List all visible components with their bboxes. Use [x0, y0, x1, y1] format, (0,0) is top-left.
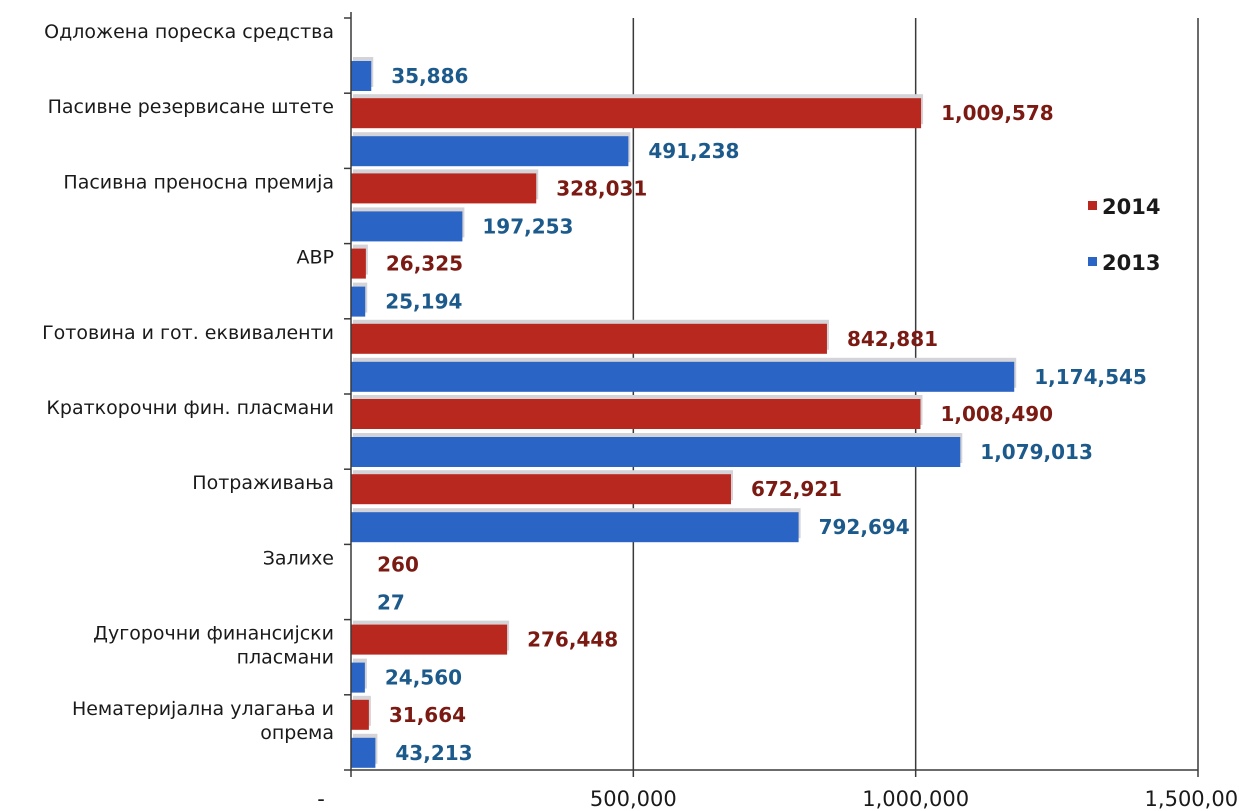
- data-label-2013: 1,079,013: [980, 440, 1093, 464]
- x-tick-label: -: [317, 787, 325, 811]
- x-tick-label: 1,000,000: [862, 787, 969, 811]
- data-label-2014: 1,009,578: [941, 101, 1054, 125]
- data-label-2013: 1,174,545: [1034, 365, 1147, 389]
- category-label: Пасивне резервисане штете: [48, 96, 334, 118]
- category-label: АВР: [297, 247, 335, 269]
- legend-label-2013: 2013: [1102, 251, 1160, 275]
- bar-2014: [351, 474, 731, 505]
- data-label-2013: 43,213: [395, 741, 472, 765]
- category-label: Краткорочни фин. пласмани: [46, 397, 334, 419]
- data-label-2013: 491,238: [648, 139, 739, 163]
- bar-2014: [351, 173, 537, 204]
- data-label-2013: 35,886: [391, 64, 468, 88]
- legend-label-2014: 2014: [1102, 195, 1160, 219]
- bar-2014: [351, 248, 366, 279]
- bar-2014: [351, 98, 922, 129]
- bar-2013: [351, 361, 1015, 392]
- category-label: пласмани: [237, 647, 334, 669]
- data-label-2014: 31,664: [389, 703, 466, 727]
- data-label-2014: 328,031: [556, 176, 647, 200]
- category-label: опрема: [260, 722, 334, 744]
- x-tick-labels: - 500,000 1,000,000 1,500,000: [317, 787, 1239, 811]
- data-label-2013: 197,253: [482, 214, 573, 238]
- bar-2013: [351, 136, 629, 167]
- data-label-2014: 672,921: [751, 477, 842, 501]
- data-label-2013: 24,560: [385, 666, 462, 690]
- category-label: Пасивна преносна премија: [63, 171, 334, 193]
- legend-swatch-2014: [1088, 201, 1097, 210]
- bar-2013: [351, 737, 376, 768]
- bar-2013: [351, 662, 365, 693]
- data-label-2014: 842,881: [847, 327, 938, 351]
- bars: [351, 57, 1017, 768]
- legend-swatch-2013: [1088, 257, 1097, 266]
- bar-2013: [351, 211, 463, 242]
- data-label-2014: 260: [377, 552, 419, 576]
- bar-2014: [351, 699, 369, 730]
- bar-2013: [351, 286, 366, 317]
- category-label: Дугорочни финансијски: [93, 623, 334, 645]
- category-labels: Одложена пореска средства Пасивне резерви…: [42, 21, 334, 744]
- category-label: Залихе: [263, 547, 334, 569]
- data-label-2013: 25,194: [385, 290, 462, 314]
- bar-2014: [351, 323, 827, 354]
- bar-2013: [351, 512, 799, 543]
- data-label-2014: 1,008,490: [940, 402, 1053, 426]
- data-label-2013: 27: [377, 590, 405, 614]
- bar-2014: [351, 399, 921, 429]
- category-label: Одложена пореска средства: [44, 21, 334, 43]
- category-label: Нематеријална улагања и: [72, 698, 334, 720]
- bar-2014: [351, 624, 508, 655]
- data-label-2014: 276,448: [527, 628, 618, 652]
- axes: [344, 12, 1199, 777]
- bar-2013: [351, 61, 372, 91]
- x-tick-label: 500,000: [590, 787, 677, 811]
- category-label: Готовина и гот. еквиваленти: [42, 322, 334, 344]
- data-label-2014: 26,325: [386, 252, 463, 276]
- category-label: Потраживања: [192, 472, 334, 494]
- data-label-2013: 792,694: [819, 515, 910, 539]
- x-tick-label: 1,500,000: [1145, 787, 1239, 811]
- bar-2013: [351, 437, 961, 467]
- legend: 2014 2013: [1088, 195, 1160, 275]
- gridlines: [632, 18, 1199, 770]
